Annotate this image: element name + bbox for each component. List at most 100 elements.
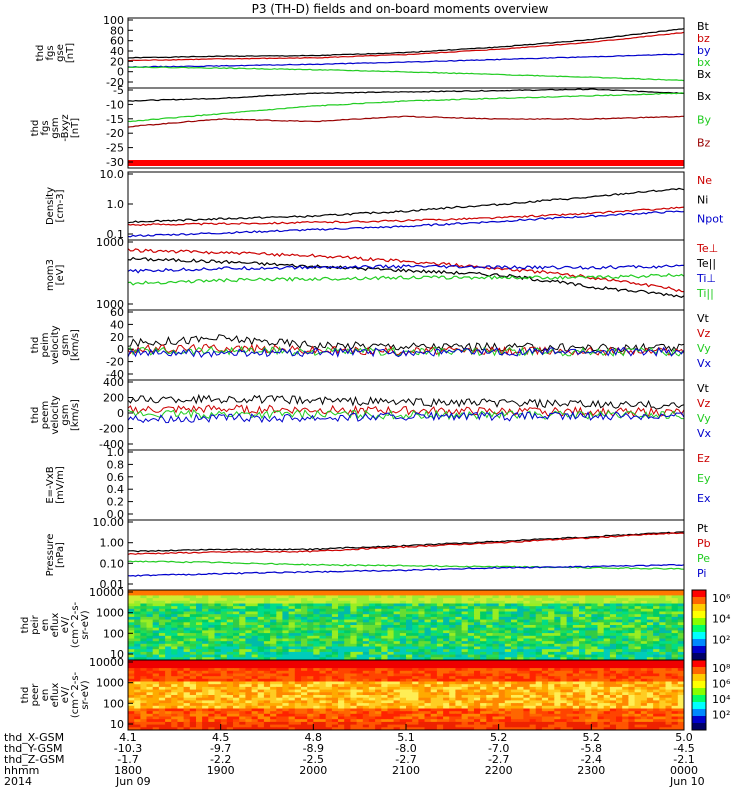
y-tick-label: 400 [103, 376, 124, 389]
series-peim_velocity-Vx [128, 346, 684, 358]
series-pressure-Pi [128, 563, 684, 577]
series-peim_velocity-Vy [128, 345, 684, 358]
y-axis-label: eflux [50, 613, 61, 638]
time-axis-value: -2.4 [581, 753, 602, 766]
legend-peim_velocity: Vt Vz Vy Vx [697, 312, 712, 370]
series-peem_velocity-Vy [128, 409, 684, 421]
time-axis-value: 1800 [114, 764, 142, 777]
y-tick-label: -5 [113, 84, 124, 97]
y-axis-label: gsm [60, 404, 71, 425]
legend-entry: Vz [697, 397, 711, 410]
panel-frame [127, 519, 685, 591]
y-axis-label: [nT] [70, 118, 81, 138]
legend-peem_velocity: Vt Vz Vy Vx [697, 382, 712, 440]
y-tick-label: 0 [117, 407, 124, 420]
legend-entry: by [697, 44, 711, 57]
y-tick-label: 10 [110, 648, 124, 661]
time-axis-value: 4.8 [305, 731, 323, 744]
colorbar-label: 10² [712, 633, 730, 646]
time-axis-row-label: thd_Y-GSM [4, 742, 63, 755]
legend-entry: Vx [697, 357, 712, 370]
y-tick-label: -20 [106, 76, 124, 89]
y-tick-label: 100 [103, 697, 124, 710]
y-axis-label: peer [30, 683, 41, 707]
spectrogram-peer_eflux [128, 660, 684, 730]
y-tick-label: 0.1 [107, 228, 125, 241]
legend-entry: Vz [697, 327, 711, 340]
y-tick-label: 1000 [96, 607, 124, 620]
y-axis-label: velocity [50, 395, 61, 434]
y-tick-label: 1000 [96, 298, 124, 311]
colorbar-label: 10⁴ [712, 693, 731, 706]
y-tick-label: 0 [117, 343, 124, 356]
y-axis-label: gsm [60, 334, 71, 355]
y-axis-label: peem [40, 401, 51, 429]
legend-entry: Ex [697, 492, 711, 505]
y-axis-label: thd [20, 617, 31, 634]
legend-entry: Pi [697, 567, 706, 580]
y-tick-label: -10 [106, 98, 124, 111]
date-end: Jun 10 [669, 775, 705, 788]
y-tick-label: 20 [110, 331, 124, 344]
legend-e_field: Ez Ey Ex [697, 452, 711, 505]
series-pressure-Pe [128, 560, 684, 570]
y-tick-label: -400 [99, 438, 124, 451]
series-fgs_gsm-Bx [128, 88, 684, 102]
legend-fgs_gsm: Bx By Bz [697, 90, 712, 150]
series-fgs_gsm-Bz [128, 115, 684, 128]
time-axis-value: 4.5 [212, 731, 230, 744]
y-axis-label: thd [30, 407, 41, 424]
y-tick-label: 0.01 [100, 578, 125, 591]
time-axis-value: -2.1 [673, 753, 694, 766]
y-axis-label: Pressure [45, 534, 56, 577]
series-peem_velocity-Vx [128, 411, 684, 424]
time-axis-value: -2.7 [488, 753, 509, 766]
panel-peem_velocity: 400 200 0 -200 -400 thd peem velocity gsm [km/s] V… [30, 376, 712, 451]
y-tick-label: -15 [106, 113, 124, 126]
y-tick-label: -30 [106, 156, 124, 169]
y-tick-label: -20 [106, 356, 124, 369]
time-axis-value: 5.0 [675, 731, 693, 744]
legend-entry: Ey [697, 472, 711, 485]
legend-entry: Te⊥ [696, 242, 718, 255]
legend-entry: Vy [697, 342, 711, 355]
date-start: Jun 09 [115, 775, 151, 788]
y-tick-label: -200 [99, 423, 124, 436]
panel-frame [127, 309, 685, 381]
y-axis-label: peir [30, 614, 41, 634]
series-pressure-Pb [128, 532, 684, 555]
y-axis-label: thd [20, 687, 31, 704]
y-tick-label: -40 [106, 368, 124, 381]
series-fgs_gse-by [128, 53, 684, 68]
legend-entry: Vy [697, 412, 711, 425]
y-tick-label: 1.00 [100, 537, 125, 550]
time-axis-value: 0000 [670, 764, 698, 777]
panel-e_field: 1.00.80.60.40.20.0 E=-VxB [mV/m] Ez Ey Ex [45, 446, 711, 521]
time-axis-row-label: 2014 [4, 775, 32, 788]
y-axis-label: (cm^2-s- [70, 671, 81, 718]
legend-entry: bx [697, 56, 711, 69]
time-axis-value: -8.0 [395, 742, 416, 755]
time-axis-value: 2200 [485, 764, 513, 777]
colorbar-label: 10⁶ [712, 678, 731, 691]
legend-entry: Bx [697, 90, 712, 103]
y-tick-label: 200 [103, 392, 124, 405]
legend-entry: By [697, 113, 712, 126]
y-axis-label: [km/s] [70, 329, 81, 361]
time-axis-value: -7.0 [488, 742, 509, 755]
y-axis-label: en [40, 689, 51, 702]
series-temperature-Ti⊥ [128, 264, 684, 274]
time-axis-value: 5.2 [490, 731, 508, 744]
series-peim_velocity-Vt [128, 334, 684, 353]
time-axis-value: -2.5 [303, 753, 324, 766]
time-axis-value: -9.7 [210, 742, 231, 755]
panel-temperature: 1000 1000 mom3 [eV] Te⊥ Te|| Ti⊥ Ti|| [45, 236, 718, 311]
y-tick-label: 20 [110, 55, 124, 68]
y-axis-label: eV/ [60, 686, 71, 703]
panel-density: 10.0 1.0 0.1 Density [cm-3] Ne Ni Npot [45, 168, 724, 241]
legend-entry: Vt [697, 312, 710, 325]
y-axis-label: thd [30, 337, 41, 354]
y-tick-label: -25 [106, 142, 124, 155]
